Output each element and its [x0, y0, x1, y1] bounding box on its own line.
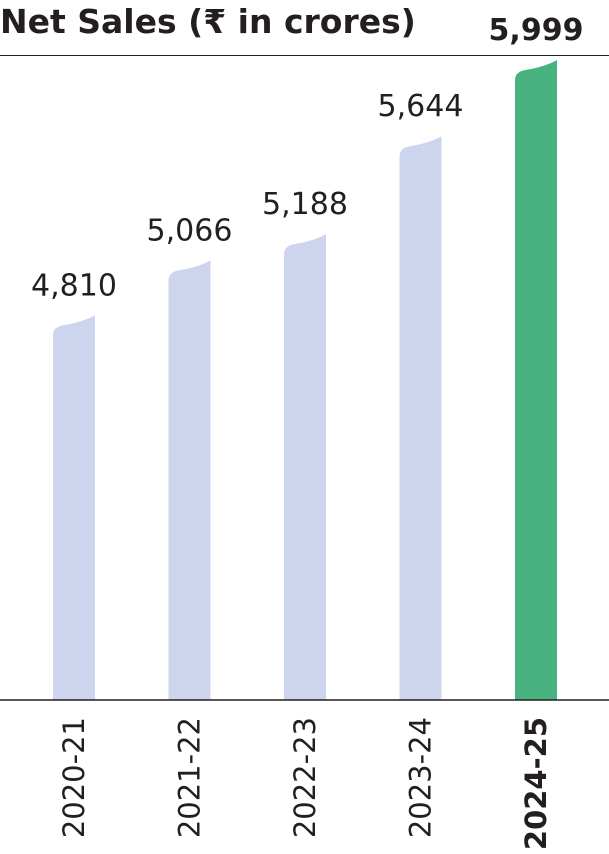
chart-title: Net Sales (₹ in crores) — [0, 2, 416, 41]
x-tick-label-2021-22: 2021-22 — [173, 717, 207, 838]
bar-2022-23 — [284, 234, 326, 700]
x-tick-labels: 2020-21 2021-22 2022-23 2023-24 2024-25 — [57, 717, 553, 850]
bar-2020-21 — [53, 315, 95, 700]
x-tick-label-2020-21: 2020-21 — [57, 717, 91, 838]
bar-2021-22 — [168, 260, 211, 700]
x-tick-label-2022-23: 2022-23 — [288, 717, 322, 838]
title-divider — [0, 55, 609, 56]
value-label-2023-24: 5,644 — [378, 89, 464, 124]
bars-layer — [53, 60, 557, 700]
bar-2023-24 — [399, 136, 442, 700]
value-label-2024-25: 5,999 — [489, 13, 584, 48]
value-label-2021-22: 5,066 — [147, 213, 233, 248]
value-labels-layer: 4,810 5,066 5,188 5,644 5,999 — [31, 13, 583, 303]
value-label-2022-23: 5,188 — [262, 187, 348, 222]
x-tick-label-2023-24: 2023-24 — [404, 717, 438, 838]
bar-2024-25 — [515, 60, 557, 700]
x-tick-label-2024-25: 2024-25 — [519, 717, 553, 850]
value-label-2020-21: 4,810 — [31, 268, 117, 303]
